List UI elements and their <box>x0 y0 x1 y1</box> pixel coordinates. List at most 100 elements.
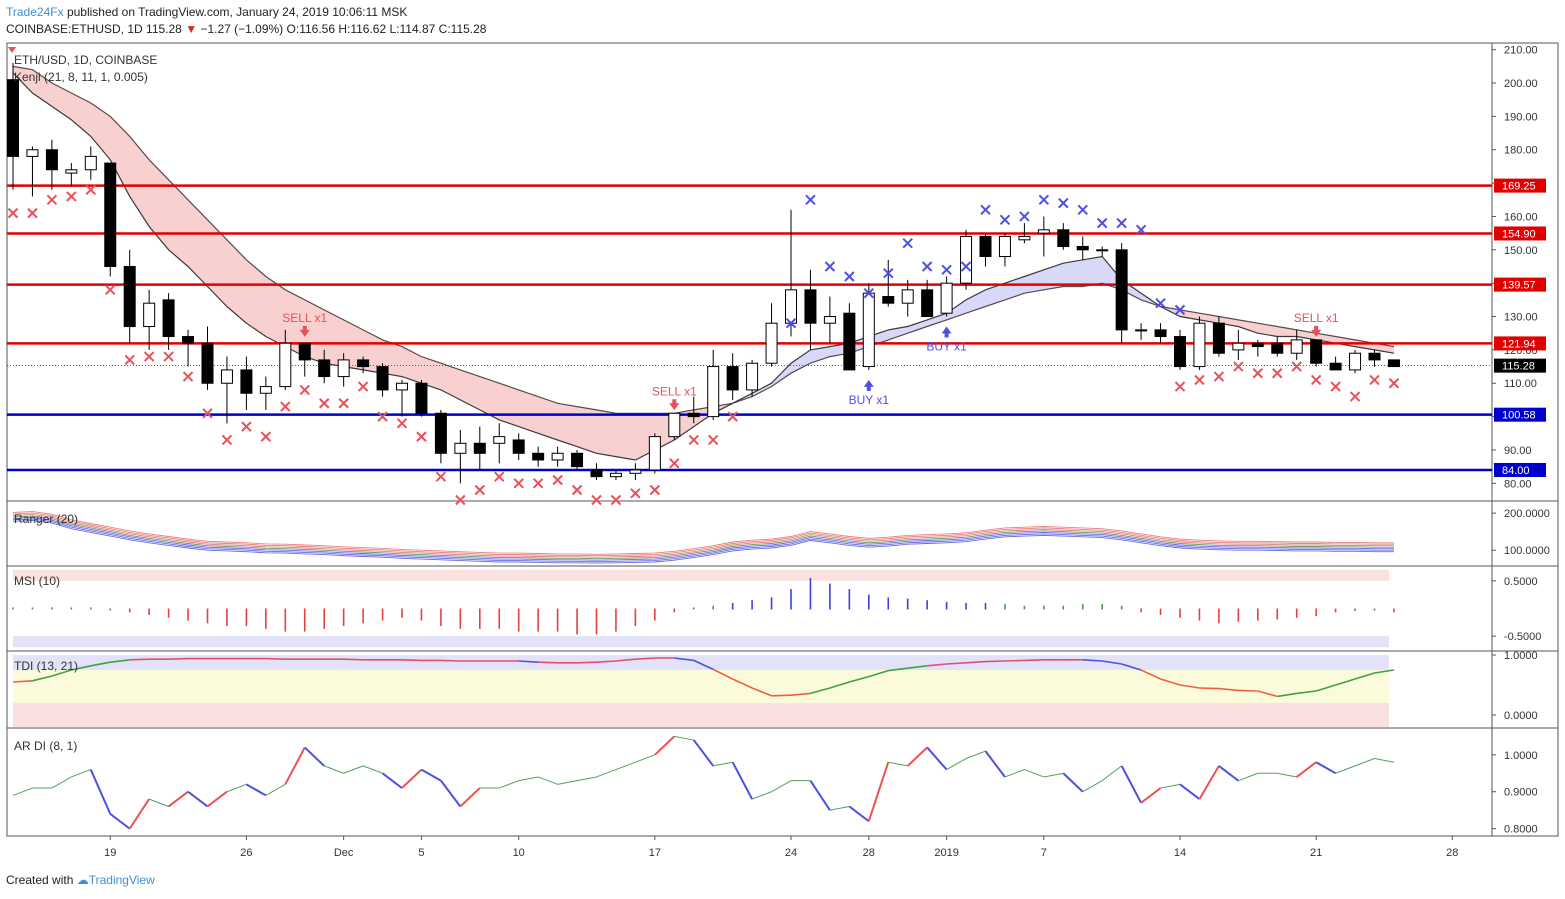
sell-cross-marker <box>299 384 310 396</box>
ranger-axis-label: 200.0000 <box>1504 508 1550 520</box>
candle-body <box>707 366 720 418</box>
tdi-line-segment <box>927 663 947 667</box>
buy-cross-marker <box>921 261 933 272</box>
buy-cross-marker <box>1116 217 1127 229</box>
candle-body <box>337 359 350 378</box>
candle-body <box>84 155 97 171</box>
sell-cross-marker <box>474 484 486 496</box>
buy-cross-marker <box>1096 217 1108 229</box>
sell-cross-marker <box>318 398 330 409</box>
symbol-name: COINBASE:ETHUSD, 1D <box>6 22 143 36</box>
tdi-line-segment <box>868 669 889 678</box>
published-text: published on TradingView.com, January 24… <box>66 5 408 19</box>
time-axis-label: 28 <box>863 847 875 859</box>
sell-cross-marker <box>202 408 213 419</box>
candle-body <box>1310 339 1323 364</box>
ardi-line-segment <box>71 769 91 778</box>
tradingview-logo-icon[interactable]: ☁ <box>76 873 89 887</box>
candle-body <box>259 386 272 394</box>
sell-cross-marker <box>27 207 38 219</box>
tdi-line-segment <box>1121 663 1142 671</box>
ardi-line-segment <box>731 761 753 800</box>
kenji-cloud-segment <box>1063 259 1083 287</box>
candle-body <box>609 472 622 478</box>
buy-cross-marker <box>883 267 894 279</box>
time-axis-label: 14 <box>1174 847 1186 859</box>
tdi-line-segment <box>712 668 734 680</box>
price-axis-label: 180.00 <box>1504 145 1538 157</box>
candle-body <box>45 149 58 171</box>
tdi-line-segment <box>71 665 91 671</box>
sell-cross-marker <box>163 351 174 362</box>
ardi-line-segment <box>1179 783 1201 800</box>
ardi-pane-title: AR DI (8, 1) <box>14 739 77 753</box>
ardi-line-segment <box>829 805 850 811</box>
kenji-indicator-label: Kenji (21, 8, 11, 1, 0.005) <box>14 70 148 84</box>
kenji-cloud-segment <box>615 413 636 461</box>
ardi-axis-label: 0.8000 <box>1504 824 1538 836</box>
candle-body <box>318 359 331 378</box>
candle-body <box>1349 352 1362 371</box>
sell-cross-marker <box>124 354 135 366</box>
sell-cross-marker <box>182 371 194 382</box>
sell-arrow-icon <box>299 325 310 337</box>
candle-body <box>415 382 428 414</box>
level-label: 100.58 <box>1502 410 1536 422</box>
tdi-line-segment <box>849 675 870 683</box>
tdi-line-segment <box>1160 678 1181 686</box>
level-label-box <box>1494 277 1546 292</box>
candle-body <box>220 369 233 384</box>
last-price-text: 115.28 <box>146 22 182 36</box>
sell-cross-marker <box>1213 371 1225 382</box>
time-axis-label: 28 <box>1446 847 1458 859</box>
ardi-line-segment <box>128 798 150 830</box>
candle-body <box>182 336 195 344</box>
buy-cross-marker <box>1174 304 1186 316</box>
price-axis-label: 160.00 <box>1504 211 1538 223</box>
open-value: 116.56 <box>299 22 335 36</box>
sell-cross-marker <box>260 431 272 442</box>
time-axis-label: 21 <box>1310 847 1322 859</box>
ardi-line-segment <box>576 776 597 782</box>
tdi-line-segment <box>1218 687 1239 692</box>
ranger-band-line <box>12 518 1394 563</box>
high-label: H: <box>338 22 351 36</box>
ardi-line-segment <box>245 783 267 797</box>
candle-body <box>512 439 525 454</box>
ranger-band-line <box>12 512 1394 557</box>
tdi-line-segment <box>751 687 772 697</box>
ranger-band-line <box>12 515 1394 560</box>
ardi-line-segment <box>499 780 519 789</box>
candle-body <box>862 292 875 368</box>
tdi-line-segment <box>829 681 850 689</box>
publisher-name[interactable]: Trade24Fx <box>6 5 64 19</box>
level-label-box <box>1494 226 1546 241</box>
ardi-line-segment <box>343 765 364 774</box>
ardi-line-segment <box>1277 772 1297 778</box>
ardi-line-segment <box>1101 765 1122 782</box>
footer-brand[interactable]: TradingView <box>88 873 155 887</box>
sell-cross-marker <box>630 488 641 499</box>
sell-signal-label: SELL x1 <box>652 384 697 398</box>
sell-cross-marker <box>1194 374 1205 386</box>
ranger-band-line <box>12 520 1394 564</box>
level-label: 139.57 <box>1502 280 1536 292</box>
ardi-axis-label: 0.9000 <box>1504 787 1538 799</box>
tdi-line-segment <box>693 659 714 671</box>
sell-cross-marker <box>416 431 427 442</box>
chart-canvas[interactable]: 80.0090.00100.00110.00120.00130.00140.00… <box>0 0 1565 870</box>
ardi-line-segment <box>1004 769 1025 778</box>
buy-cross-marker <box>1058 197 1069 209</box>
tdi-axis-label: 1.0000 <box>1504 650 1538 662</box>
ardi-line-segment <box>1198 765 1220 800</box>
sell-cross-marker <box>669 458 680 469</box>
tdi-line-segment <box>946 662 967 665</box>
sell-cross-marker <box>552 474 563 486</box>
ardi-line-segment <box>809 780 831 811</box>
ardi-line-segment <box>1062 772 1084 793</box>
time-axis-label: Dec <box>334 847 354 859</box>
buy-cross-marker <box>999 214 1011 226</box>
ardi-line-segment <box>1082 780 1103 793</box>
ranger-pane-title: Ranger (20) <box>14 512 78 526</box>
sell-cross-marker <box>1369 374 1380 386</box>
